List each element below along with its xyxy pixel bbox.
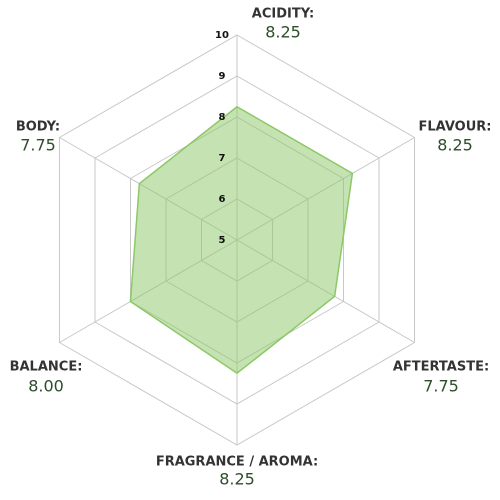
tick-label: 10 [215, 30, 229, 41]
value-label: 8.25 [265, 23, 301, 42]
category-label: BODY: [16, 120, 60, 135]
value-label: 8.00 [28, 377, 64, 396]
tick-label: 8 [219, 112, 226, 123]
category-label: FLAVOUR: [419, 120, 492, 135]
value-label: 8.25 [437, 136, 473, 155]
category-label: AFTERTASTE: [393, 360, 489, 375]
tick-label: 6 [219, 194, 226, 205]
value-label: 8.25 [219, 470, 255, 489]
tick-label: 7 [219, 153, 226, 164]
tick-label: 5 [219, 235, 226, 246]
category-label: ACIDITY: [252, 7, 314, 22]
value-label: 7.75 [423, 377, 459, 396]
category-label: BALANCE: [10, 360, 83, 375]
tick-label: 9 [219, 71, 226, 82]
category-label: FRAGRANCE / AROMA: [156, 455, 318, 470]
value-label: 7.75 [20, 136, 56, 155]
radar-area [129, 105, 354, 375]
